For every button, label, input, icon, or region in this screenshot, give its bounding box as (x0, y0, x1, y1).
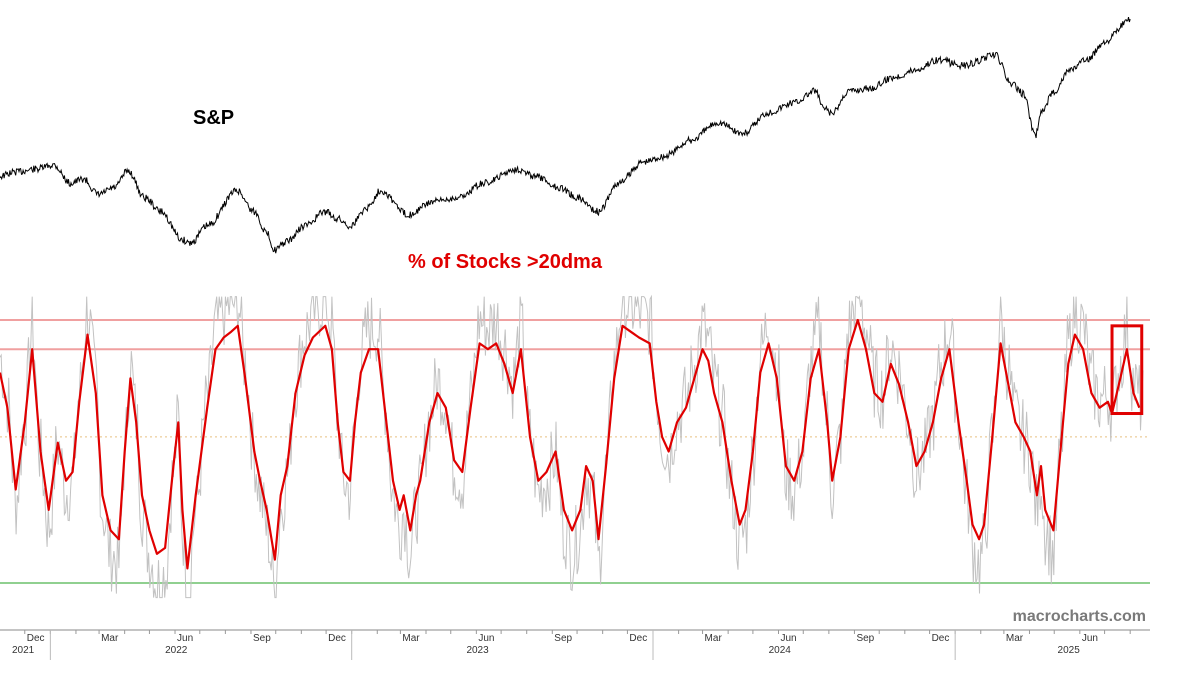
breadth-label: % of Stocks >20dma (408, 251, 603, 273)
raw-breadth-line (0, 294, 1144, 599)
x-year-label: 2022 (165, 645, 188, 656)
sp-line (0, 16, 1131, 254)
sp-label: S&P (193, 107, 234, 129)
breadth-series (0, 318, 1141, 570)
highlight-rect (1110, 324, 1144, 416)
reference-lines (0, 319, 1150, 584)
x-year-label: 2025 (1058, 645, 1081, 656)
x-tick-label: Mar (402, 633, 420, 644)
raw-breadth-series (0, 294, 1144, 599)
watermark: macrocharts.com (1013, 608, 1146, 625)
x-tick-label: Sep (253, 633, 271, 644)
x-year-label: 2023 (466, 645, 489, 656)
breadth-line (0, 318, 1141, 570)
x-tick-label: Jun (1082, 633, 1098, 644)
x-tick-label: Mar (101, 633, 119, 644)
x-tick-label: Sep (856, 633, 874, 644)
x-tick-label: Dec (328, 633, 346, 644)
x-tick-label: Dec (932, 633, 950, 644)
x-tick-label: Jun (177, 633, 193, 644)
x-tick-label: Jun (780, 633, 796, 644)
x-year-label: 2024 (769, 645, 792, 656)
sp-series (0, 16, 1131, 254)
x-tick-label: Mar (705, 633, 723, 644)
x-tick-label: Dec (629, 633, 647, 644)
x-tick-label: Jun (478, 633, 494, 644)
x-year-label: 2021 (12, 645, 35, 656)
x-tick-label: Mar (1006, 633, 1024, 644)
x-tick-label: Sep (554, 633, 572, 644)
x-axis: Dec Mar Jun Sep Dec Mar Jun Sep Dec Mar Jun Sep Dec M… (0, 629, 1150, 660)
highlight-box (1110, 324, 1144, 416)
x-tick-label: Dec (27, 633, 45, 644)
